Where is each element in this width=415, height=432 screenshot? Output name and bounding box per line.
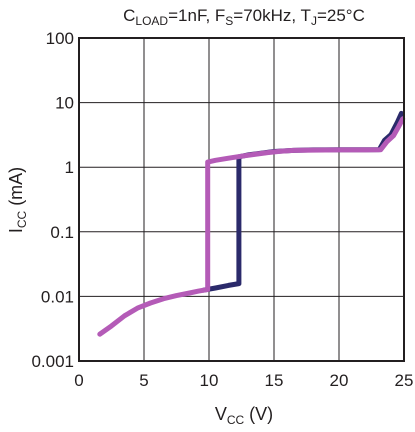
series-line-2 bbox=[97, 116, 406, 337]
text-part: V bbox=[215, 404, 227, 424]
text-part: I bbox=[6, 228, 26, 233]
y-tick-label: 10 bbox=[55, 94, 74, 113]
y-axis-title: ICC (mA) bbox=[6, 167, 29, 233]
subscript: LOAD bbox=[135, 14, 168, 28]
x-tick-label: 10 bbox=[200, 371, 219, 390]
series-layer bbox=[97, 110, 406, 337]
y-tick-labels: 0.001 0.01 0.1 1 10 100 bbox=[31, 29, 74, 371]
text-part: =70kHz, T bbox=[233, 6, 311, 25]
y-tick-label: 1 bbox=[65, 158, 74, 177]
y-tick-label: 0.1 bbox=[50, 223, 74, 242]
x-tick-label: 5 bbox=[139, 371, 148, 390]
chart-title: CLOAD=1nF, FS=70kHz, TJ=25°C bbox=[123, 6, 365, 28]
text-part: (mA) bbox=[6, 167, 26, 211]
series-line-1 bbox=[201, 110, 404, 293]
x-tick-label: 20 bbox=[330, 371, 349, 390]
y-tick-label: 100 bbox=[46, 29, 74, 48]
x-tick-label: 0 bbox=[74, 371, 83, 390]
text-part: C bbox=[123, 6, 135, 25]
y-tick-label: 0.001 bbox=[31, 352, 74, 371]
x-tick-labels: 0 5 10 15 20 25 bbox=[74, 371, 413, 390]
x-axis-title: VCC (V) bbox=[215, 404, 273, 427]
text-part: =1nF, F bbox=[168, 6, 225, 25]
y-tick-label: 0.01 bbox=[41, 287, 74, 306]
subscript: CC bbox=[15, 210, 29, 228]
subscript: J bbox=[311, 14, 317, 28]
text-part: =25°C bbox=[317, 6, 365, 25]
subscript: CC bbox=[227, 413, 245, 427]
text-part: (V) bbox=[244, 404, 273, 424]
x-tick-label: 15 bbox=[265, 371, 284, 390]
x-tick-label: 25 bbox=[395, 371, 414, 390]
plot-frame bbox=[78, 37, 405, 362]
subscript: S bbox=[225, 14, 233, 28]
